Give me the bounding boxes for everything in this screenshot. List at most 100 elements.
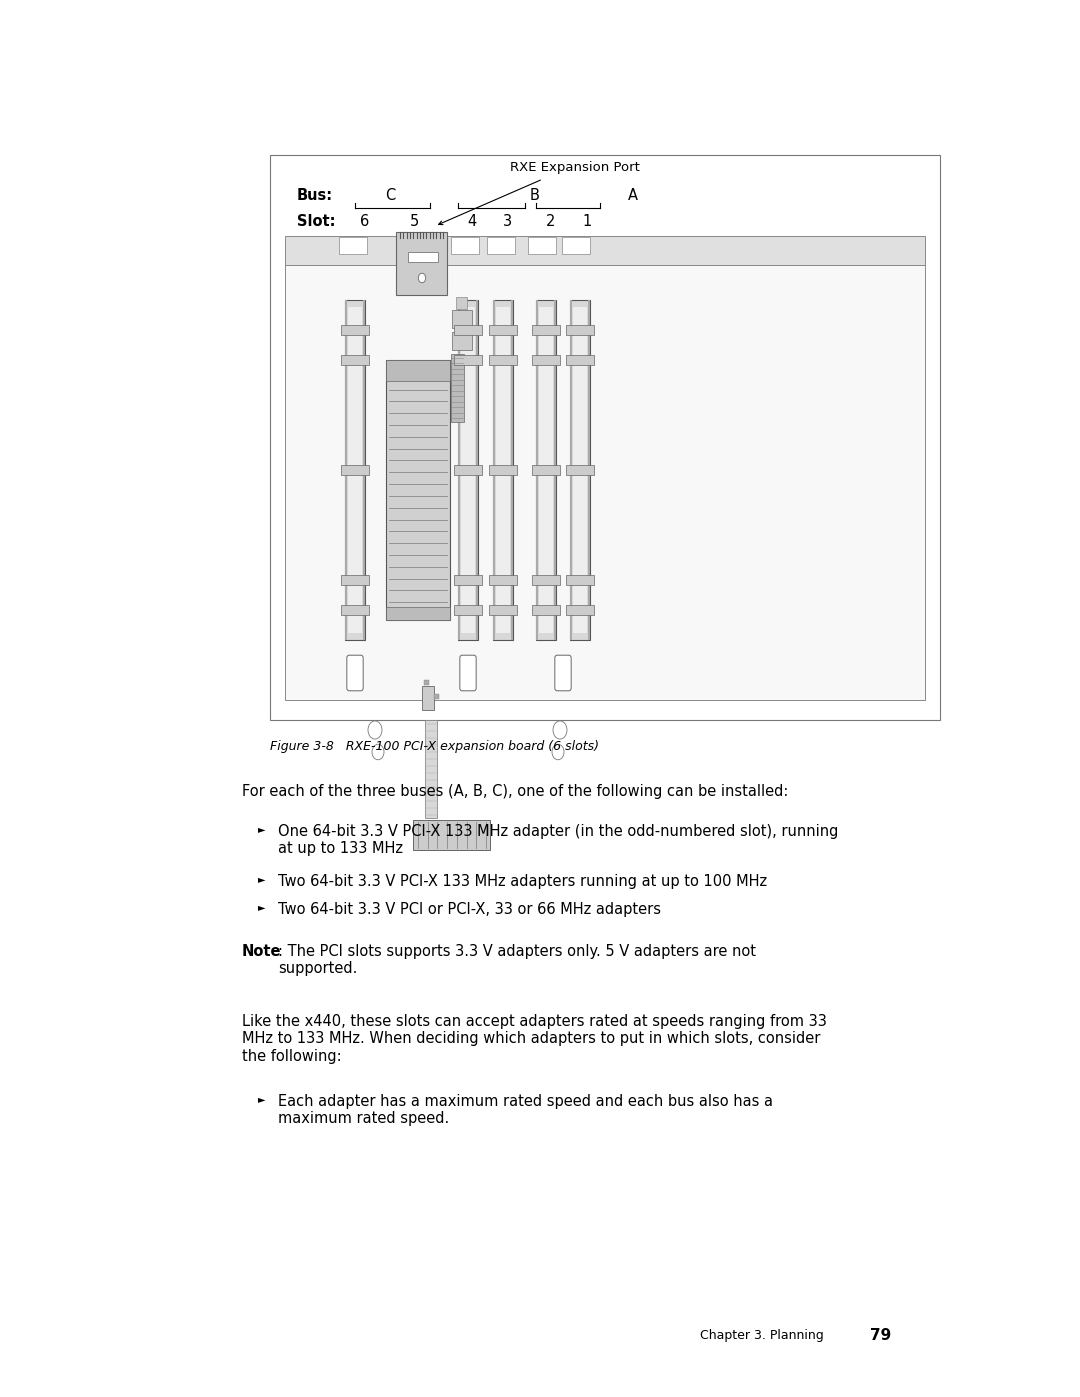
Text: ►: ► <box>258 1094 266 1104</box>
FancyBboxPatch shape <box>347 655 363 690</box>
Bar <box>345 300 365 640</box>
Bar <box>454 465 482 475</box>
Bar <box>341 465 369 475</box>
Text: Chapter 3. Planning: Chapter 3. Planning <box>700 1329 824 1341</box>
FancyBboxPatch shape <box>460 655 476 690</box>
Bar <box>422 686 434 710</box>
Bar <box>341 355 369 365</box>
Text: : The PCI slots supports 3.3 V adapters only. 5 V adapters are not
supported.: : The PCI slots supports 3.3 V adapters … <box>278 944 756 977</box>
Text: Figure 3-8   RXE-100 PCI-X expansion board (6 slots): Figure 3-8 RXE-100 PCI-X expansion board… <box>270 740 599 753</box>
Bar <box>341 605 369 615</box>
Bar <box>588 300 590 640</box>
Bar <box>532 326 561 335</box>
Bar <box>566 326 594 335</box>
Text: 1: 1 <box>582 215 592 229</box>
Bar <box>363 300 365 640</box>
Bar <box>492 300 513 640</box>
Bar <box>566 576 594 585</box>
Bar <box>487 237 515 254</box>
Bar <box>345 300 348 640</box>
Text: 2: 2 <box>546 215 556 229</box>
Bar <box>458 300 460 640</box>
Bar <box>532 576 561 585</box>
Text: 79: 79 <box>870 1327 891 1343</box>
Bar <box>413 820 490 849</box>
Bar <box>424 680 429 685</box>
Bar <box>386 360 450 620</box>
Bar <box>570 300 590 640</box>
Text: ►: ► <box>258 902 266 912</box>
Bar <box>451 353 464 422</box>
Text: C: C <box>384 189 395 204</box>
Text: Slot:: Slot: <box>297 215 336 229</box>
Circle shape <box>368 721 382 739</box>
Bar <box>386 360 450 381</box>
Bar <box>528 237 556 254</box>
Bar <box>341 576 369 585</box>
Bar <box>562 237 590 254</box>
Bar <box>489 576 517 585</box>
Bar <box>285 263 924 700</box>
Bar <box>532 465 561 475</box>
Bar <box>489 465 517 475</box>
Bar <box>341 326 369 335</box>
Bar <box>570 300 572 640</box>
Bar <box>573 307 588 633</box>
Bar <box>536 300 539 640</box>
Bar <box>453 332 472 351</box>
Bar <box>554 300 556 640</box>
Text: One 64-bit 3.3 V PCI-X 133 MHz adapter (in the odd-numbered slot), running
at up: One 64-bit 3.3 V PCI-X 133 MHz adapter (… <box>278 824 838 856</box>
FancyBboxPatch shape <box>555 655 571 690</box>
Text: Two 64-bit 3.3 V PCI or PCI-X, 33 or 66 MHz adapters: Two 64-bit 3.3 V PCI or PCI-X, 33 or 66 … <box>278 902 661 916</box>
Bar <box>454 576 482 585</box>
Bar <box>532 605 561 615</box>
Bar <box>270 155 940 719</box>
Bar <box>458 300 478 640</box>
Bar <box>454 355 482 365</box>
Bar <box>532 355 561 365</box>
Bar <box>492 300 496 640</box>
Text: ►: ► <box>258 824 266 834</box>
Bar <box>454 326 482 335</box>
Text: 3: 3 <box>502 215 512 229</box>
Bar <box>566 605 594 615</box>
Bar <box>489 326 517 335</box>
Text: 6: 6 <box>361 215 369 229</box>
Text: Two 64-bit 3.3 V PCI-X 133 MHz adapters running at up to 100 MHz: Two 64-bit 3.3 V PCI-X 133 MHz adapters … <box>278 875 767 888</box>
Bar <box>426 719 437 819</box>
Bar <box>386 608 450 620</box>
Bar <box>285 236 924 265</box>
Text: Bus:: Bus: <box>297 189 333 204</box>
Bar <box>348 307 362 633</box>
Bar <box>453 310 472 328</box>
Text: B: B <box>530 189 540 204</box>
Text: 4: 4 <box>468 215 476 229</box>
Bar <box>496 307 510 633</box>
Bar <box>475 300 478 640</box>
Circle shape <box>372 745 384 760</box>
Circle shape <box>552 745 564 760</box>
Bar <box>339 237 367 254</box>
Text: Like the x440, these slots can accept adapters rated at speeds ranging from 33
M: Like the x440, these slots can accept ad… <box>242 1014 827 1063</box>
Text: RXE Expansion Port: RXE Expansion Port <box>510 162 640 175</box>
Bar <box>539 307 553 633</box>
Bar <box>454 605 482 615</box>
Bar <box>396 232 447 295</box>
Bar <box>461 307 475 633</box>
Bar <box>434 694 438 698</box>
Text: Note: Note <box>242 944 282 958</box>
Bar <box>397 237 426 254</box>
Bar <box>408 251 438 263</box>
Bar <box>566 355 594 365</box>
Text: A: A <box>627 189 638 204</box>
Bar <box>451 237 480 254</box>
Bar <box>489 355 517 365</box>
Bar <box>566 465 594 475</box>
Bar <box>456 298 467 309</box>
Text: For each of the three buses (A, B, C), one of the following can be installed:: For each of the three buses (A, B, C), o… <box>242 784 788 799</box>
Circle shape <box>418 274 426 282</box>
Bar <box>536 300 556 640</box>
Text: Each adapter has a maximum rated speed and each bus also has a
maximum rated spe: Each adapter has a maximum rated speed a… <box>278 1094 773 1126</box>
Circle shape <box>553 721 567 739</box>
Text: 5: 5 <box>409 215 419 229</box>
